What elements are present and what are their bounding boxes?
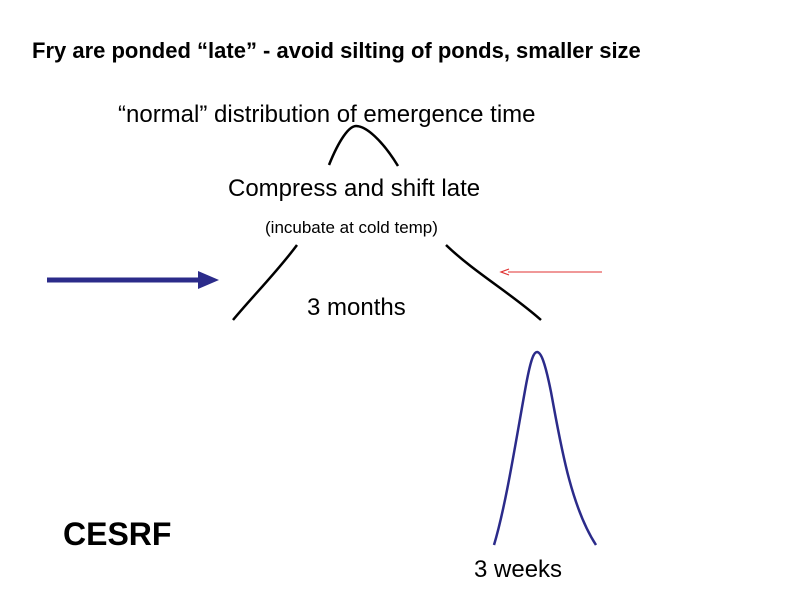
compress-shift-label: Compress and shift late [228,175,481,202]
broad-curve-top [327,124,400,167]
broad-curve-left-shoulder [232,244,299,321]
incubate-note: (incubate at cold temp) [265,218,438,237]
cesrf-logo-text: CESRF [63,516,172,552]
broad-duration-label: 3 months [307,294,406,321]
narrow-duration-label: 3 weeks [474,556,563,583]
narrow-curve [492,350,598,546]
small-arrow [499,268,602,276]
big-arrow [47,271,219,289]
slide-title: Fry are ponded “late” - avoid silting of… [32,38,641,63]
normal-distribution-label: “normal” distribution of emergence time [118,101,536,128]
broad-curve-right-shoulder [445,244,542,321]
